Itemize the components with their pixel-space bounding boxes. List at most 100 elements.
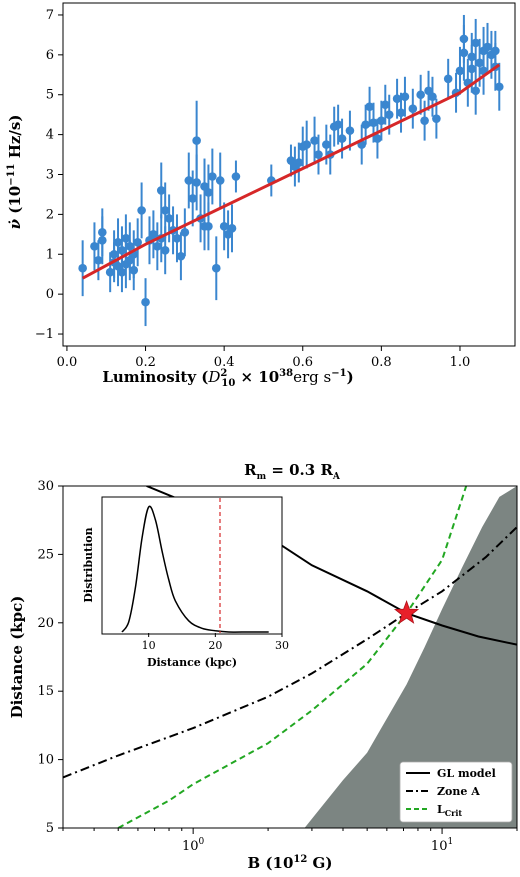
data-point [377, 116, 386, 125]
bottom-y-tick-label: 25 [37, 547, 54, 562]
data-point [133, 238, 142, 247]
top-x-tick-label: 0.2 [135, 355, 156, 370]
data-point [219, 222, 229, 231]
top-y-tick-label: 1 [46, 247, 54, 262]
bottom-y-ticks: 5 10 15 20 25 30 [37, 479, 63, 836]
top-y-tick-label: 2 [46, 207, 54, 222]
data-point [94, 255, 103, 265]
data-point [345, 126, 355, 135]
data-point [369, 118, 378, 127]
top-x-tick-label: 0.6 [292, 355, 313, 370]
data-point [314, 150, 323, 159]
bottom-x-ticks: 100 101 [62, 828, 518, 854]
data-point [432, 114, 441, 123]
top-x-tick-label: 0.8 [371, 355, 392, 370]
data-point [373, 134, 382, 143]
data-point [400, 92, 410, 102]
data-point [455, 66, 465, 76]
top-y-tick-label: 5 [46, 88, 54, 103]
data-point [380, 100, 390, 110]
top-y-tick-label: −1 [35, 327, 54, 342]
inset-x-tick-label: 30 [275, 639, 289, 652]
data-point [459, 34, 469, 44]
data-point [479, 46, 488, 56]
data-point [192, 178, 201, 187]
inset-distribution-curve [121, 505, 269, 633]
data-point [180, 228, 190, 237]
data-point [184, 176, 194, 185]
data-point [109, 249, 119, 259]
top-x-tick-label: 0.4 [214, 355, 235, 370]
data-point [475, 58, 484, 68]
data-point [294, 158, 304, 167]
inset-chart: 10 20 30 Distance (kpc) Distribution [82, 496, 289, 669]
inset-x-ticks: 10 20 30 [142, 633, 289, 652]
bottom-y-tick-label: 10 [37, 753, 54, 768]
data-point [129, 265, 139, 275]
data-point [204, 188, 213, 197]
data-point [164, 214, 174, 223]
data-point [384, 110, 394, 119]
star-marker [393, 600, 420, 624]
bottom-chart-title: Rm = 0.3 RA [244, 461, 341, 482]
data-point [90, 241, 99, 251]
data-point [149, 230, 158, 239]
data-point [160, 245, 170, 255]
legend-box [399, 761, 513, 823]
top-y-ticks: −1 0 1 2 3 4 5 6 7 [35, 8, 63, 342]
bottom-y-axis-label: Distance (kpc) [8, 596, 26, 719]
data-point [98, 228, 107, 237]
data-point [471, 86, 480, 96]
data-point [176, 251, 186, 261]
data-point [428, 92, 437, 102]
data-point [188, 194, 198, 203]
data-point [322, 140, 331, 149]
inset-x-axis-label: Distance (kpc) [147, 656, 237, 669]
data-point [153, 241, 162, 251]
inset-x-tick-label: 20 [208, 639, 222, 652]
bottom-plot-frame [62, 485, 518, 829]
data-point [392, 94, 402, 104]
fit-line [81, 63, 501, 280]
top-x-ticks: 0.0 0.2 0.4 0.6 0.8 1.0 [57, 346, 471, 370]
data-point [78, 263, 87, 273]
data-point [302, 140, 311, 149]
bottom-x-axis-label: B (1012 G) [248, 854, 333, 872]
bottom-distance-chart: Rm = 0.3 RA 100 101 5 10 15 20 25 30 B (1012 G… [8, 461, 518, 872]
data-point [416, 90, 425, 100]
bottom-y-tick-label: 5 [46, 821, 54, 836]
bottom-y-tick-label: 30 [37, 479, 54, 494]
data-point [117, 245, 127, 255]
data-point [365, 102, 374, 111]
excluded-region [304, 486, 517, 828]
data-point [231, 172, 241, 181]
data-point [204, 222, 213, 231]
top-scatter-chart: 0.0 0.2 0.4 0.6 0.8 1.0 −1 0 1 2 3 4 5 6 7 Luminosity… [6, 2, 516, 389]
top-x-tick-label: 1.0 [450, 355, 471, 370]
inset-frame [101, 496, 283, 635]
top-x-tick-label: 0.0 [57, 355, 78, 370]
zone-a-line [63, 526, 517, 779]
data-point [208, 172, 217, 181]
data-point [471, 38, 480, 48]
data-point [137, 206, 146, 215]
data-point [192, 136, 201, 145]
legend-zone-label: Zone A [437, 785, 480, 798]
top-y-tick-label: 6 [46, 48, 54, 63]
data-point [361, 120, 370, 129]
top-y-tick-label: 7 [46, 8, 54, 23]
data-point [467, 52, 477, 62]
legend: GL model Zone A LCrit [399, 761, 513, 823]
top-y-axis-label: ν̇ (10−11 Hz/s) [6, 115, 24, 230]
data-point [491, 46, 500, 56]
data-point [310, 136, 319, 145]
bottom-x-tick-label: 100 [182, 837, 205, 854]
data-point [443, 74, 453, 84]
bottom-y-tick-label: 15 [37, 684, 54, 699]
legend-gl-label: GL model [437, 767, 496, 780]
data-point [211, 263, 221, 273]
top-x-axis-label: Luminosity (D2 10 × 1038erg s−1) [102, 368, 353, 389]
data-point [172, 234, 182, 243]
data-point [156, 186, 166, 195]
